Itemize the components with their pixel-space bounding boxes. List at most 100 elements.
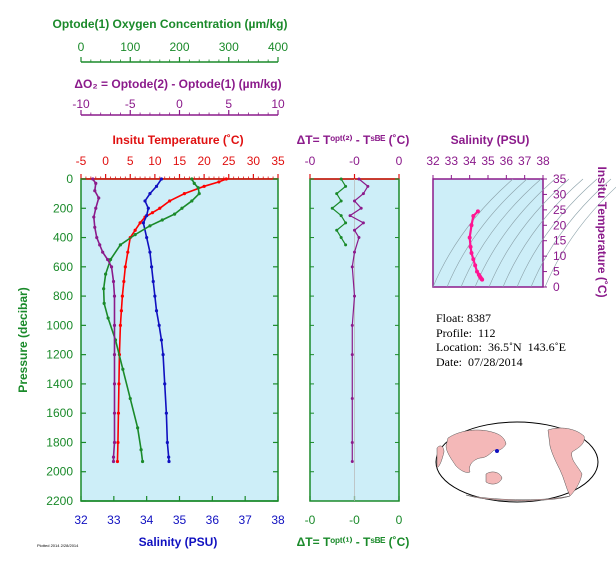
main-series-group <box>91 177 228 464</box>
pressure-tick-label: 1800 <box>46 435 73 449</box>
delta-o2-axis-title: ΔO₂ = Optode(2) - Optode(1) (µm/kg) <box>74 77 281 91</box>
delta-o2-point <box>109 265 114 269</box>
date-row: Date: 07/28/2014 <box>436 354 523 369</box>
salinity-point <box>143 199 147 203</box>
ts-point <box>480 277 485 282</box>
opt-1-sbe-point <box>339 236 343 240</box>
salinity-point <box>153 294 157 298</box>
opt-2-sbe-point <box>350 440 354 444</box>
ts-x-tick-label: 38 <box>536 154 550 168</box>
opt-1-sbe-point <box>339 199 343 203</box>
temperature-axis-tick-label: 0 <box>102 154 109 168</box>
salinity-point <box>159 177 164 181</box>
dt-bottom-tick-label: -0 <box>305 513 316 527</box>
dt-series-group <box>330 177 370 463</box>
ts-top-axis-title: Salinity (PSU) <box>451 133 530 147</box>
salinity-point <box>165 440 169 445</box>
pressure-tick-label: 600 <box>53 260 73 274</box>
oxygen-point <box>104 272 108 276</box>
pressure-tick-label: 1600 <box>46 406 73 420</box>
oxygen-axis-tick-label: 400 <box>268 40 288 54</box>
opt-1-sbe-point <box>335 192 339 196</box>
temperature-axis-tick-label: 35 <box>271 154 285 168</box>
ts-x-tick-label: 37 <box>518 154 532 168</box>
oxygen-point <box>190 199 194 203</box>
ts-series-group <box>467 209 485 282</box>
dt-top-tick-label: 0 <box>396 154 403 168</box>
ts-x-tick-label: 34 <box>463 154 477 168</box>
salinity-point <box>164 411 168 415</box>
insitu-temperature-point <box>123 265 127 269</box>
pressure-tick-label: 800 <box>53 289 73 303</box>
opt-2-sbe-point <box>359 206 363 210</box>
temperature-axis-tick-label: 20 <box>197 154 211 168</box>
density-contour <box>432 178 514 288</box>
opt-1-sbe-point <box>344 221 348 225</box>
delta-o2-axis-tick-label: 0 <box>176 97 183 111</box>
main-plot-area <box>80 178 279 502</box>
pressure-tick-label: 1200 <box>46 348 73 362</box>
density-contour <box>460 178 542 288</box>
opt-1-sbe-point <box>344 243 348 247</box>
opt-2-sbe-point <box>353 250 356 254</box>
insitu-temperature-point <box>126 250 130 254</box>
oxygen-axis-tick-label: 300 <box>219 40 239 54</box>
salinity-tick-label: 35 <box>173 513 187 527</box>
delta-o2-point <box>112 411 117 415</box>
ts-x-tick-label: 35 <box>481 154 495 168</box>
insitu-temperature-line <box>116 178 227 462</box>
opt-2-sbe-point <box>357 236 361 240</box>
oxygen-axis-tick-label: 200 <box>169 40 189 54</box>
ts-y-tick-label: 30 <box>553 187 567 201</box>
ts-point <box>475 269 479 274</box>
salinity-bottom-axis: 32 33 34 35 36 37 38 <box>74 496 285 527</box>
dt-top-tick-label: -0 <box>349 154 360 168</box>
salinity-point <box>148 192 152 196</box>
oxygen-point <box>180 206 184 210</box>
salinity-point <box>154 184 159 188</box>
opt-2-sbe-point <box>348 214 352 218</box>
delta-o2-point <box>111 279 116 284</box>
opt-2-sbe-point <box>361 192 365 196</box>
ts-point <box>475 209 480 214</box>
oxygen-axis-tick-label: 100 <box>120 40 140 54</box>
insitu-temperature-point <box>138 221 142 225</box>
ts-point <box>468 244 473 249</box>
map-land-africa <box>436 445 445 469</box>
pressure-axis: 0 200 400 600 800 1000 1200 1400 1600 1800 2000 220… <box>46 172 278 508</box>
ts-point <box>471 257 476 262</box>
delta-o2-axis-tick-label: -5 <box>125 97 136 111</box>
temperature-axis-tick-label: 5 <box>127 154 134 168</box>
pressure-tick-label: 200 <box>53 201 73 215</box>
delta-o2-point <box>112 353 117 357</box>
insitu-temperature-point <box>158 206 162 210</box>
density-contour <box>544 186 616 288</box>
salinity-point <box>167 459 171 464</box>
ts-y-tick-label: 20 <box>553 218 567 232</box>
salinity-point <box>157 323 161 327</box>
dt-top-tick-label: -0 <box>305 154 316 168</box>
delta-o2-point <box>97 196 101 200</box>
oxygen-point <box>139 448 143 452</box>
oxygen-point <box>190 177 194 181</box>
opt-2-sbe-point <box>353 199 356 203</box>
map-land-asia <box>445 429 507 473</box>
date-value: 07/28/2014 <box>468 354 523 369</box>
opt-1-sbe-point <box>344 184 348 188</box>
delta-o2-point <box>93 189 97 193</box>
ts-x-tick-label: 33 <box>445 154 459 168</box>
insitu-temperature-point <box>116 411 121 415</box>
insitu-temperature-point <box>168 199 172 203</box>
oxygen-axis-title: Optode(1) Oxygen Concentration (µm/kg) <box>53 17 288 31</box>
oxygen-point <box>128 396 132 401</box>
insitu-temperature-point <box>133 228 137 232</box>
ts-point <box>471 214 476 219</box>
temperature-axis-tick-label: -5 <box>76 154 87 168</box>
delta-o2-point <box>92 215 96 219</box>
insitu-temperature-point <box>150 211 155 215</box>
insitu-temperature-point <box>202 184 206 188</box>
salinity-tick-label: 32 <box>74 513 88 527</box>
delta-o2-point <box>91 177 95 181</box>
